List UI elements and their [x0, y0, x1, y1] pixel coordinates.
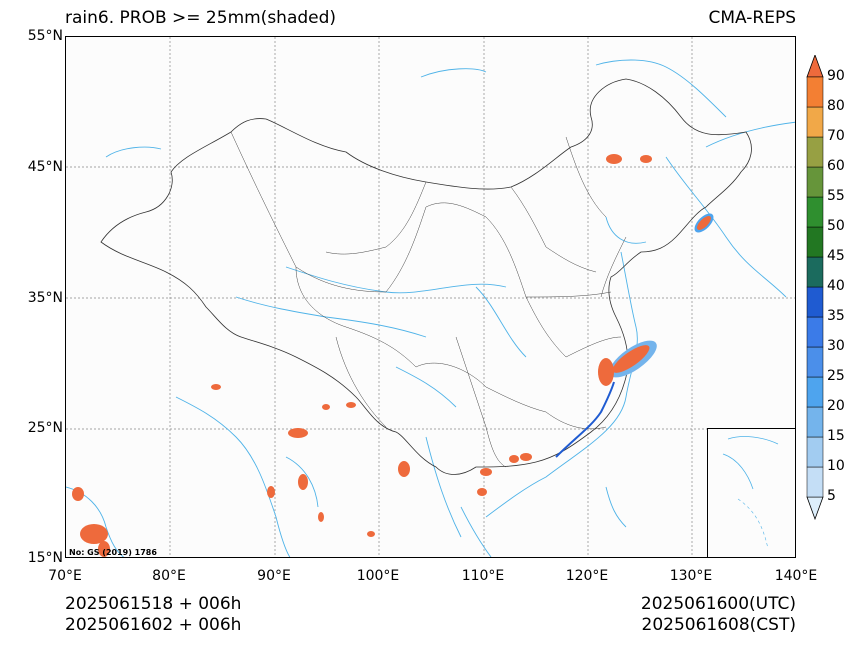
colorbar-segment	[806, 436, 824, 468]
south-china-sea-inset-box	[707, 428, 796, 558]
colorbar-segment	[806, 76, 824, 108]
lon-label-130: 130°E	[669, 568, 713, 584]
colorbar-segment	[806, 106, 824, 138]
colorbar-segment	[806, 316, 824, 348]
colorbar-segment	[806, 406, 824, 438]
colorbar-label: 20	[827, 398, 845, 414]
init-time-utc: 2025061518 + 006h	[65, 594, 242, 614]
rain-probability-shading	[72, 154, 714, 557]
lat-label-45: 45°N	[27, 159, 63, 175]
forecast-time-left: 2025061518 + 006h 2025061602 + 006h	[65, 594, 241, 636]
colorbar-label: 60	[827, 158, 845, 174]
colorbar-label: 90	[827, 68, 845, 84]
lon-label-110: 110°E	[461, 568, 505, 584]
map-panel	[65, 36, 796, 558]
colorbar-label: 55	[827, 188, 845, 204]
china-border	[100, 78, 752, 475]
colorbar-segment	[806, 466, 824, 498]
coastline-rivers	[66, 59, 795, 557]
colorbar-extend-max	[806, 55, 824, 78]
lon-label-100: 100°E	[356, 568, 400, 584]
map-approval-note: No: GS (2019) 1786	[69, 548, 157, 557]
lon-label-140: 140°E	[774, 568, 818, 584]
valid-time-cst: 2025061608(CST)	[641, 615, 796, 635]
gridlines	[66, 37, 795, 557]
lat-label-35: 35°N	[27, 290, 63, 306]
valid-time-utc: 2025061600(UTC)	[640, 594, 796, 614]
colorbar-segment	[806, 166, 824, 198]
colorbar-label: 70	[827, 128, 845, 144]
colorbar-segment	[806, 136, 824, 168]
lon-label-90: 90°E	[257, 568, 291, 584]
init-time-cst: 2025061602 + 006h	[65, 615, 242, 635]
colorbar-segment	[806, 286, 824, 318]
colorbar-label: 10	[827, 458, 845, 474]
colorbar-segment	[806, 226, 824, 258]
model-name: CMA-REPS	[708, 8, 796, 28]
colorbar-label: 5	[827, 488, 836, 504]
valid-time-right: 2025061600(UTC) 2025061608(CST)	[641, 594, 796, 636]
colorbar-segment	[806, 346, 824, 378]
lon-label-80: 80°E	[152, 568, 186, 584]
province-borders	[230, 131, 627, 468]
colorbar-segment	[806, 256, 824, 288]
colorbar-label: 50	[827, 218, 845, 234]
colorbar-label: 45	[827, 248, 845, 264]
lat-label-15: 15°N	[27, 550, 63, 566]
colorbar-label: 35	[827, 308, 845, 324]
map-title: rain6. PROB >= 25mm(shaded)	[65, 8, 337, 28]
colorbar-label: 15	[827, 428, 845, 444]
lat-label-25: 25°N	[27, 420, 63, 436]
colorbar-label: 80	[827, 98, 845, 114]
colorbar-label: 30	[827, 338, 845, 354]
colorbar	[806, 55, 824, 521]
colorbar-label: 25	[827, 368, 845, 384]
colorbar-segment	[806, 376, 824, 408]
lat-label-55: 55°N	[27, 28, 63, 44]
colorbar-segment	[806, 196, 824, 228]
colorbar-label: 40	[827, 278, 845, 294]
map-canvas	[66, 37, 795, 557]
lon-label-120: 120°E	[565, 568, 609, 584]
colorbar-extend-min	[806, 496, 824, 521]
lon-label-70: 70°E	[48, 568, 82, 584]
